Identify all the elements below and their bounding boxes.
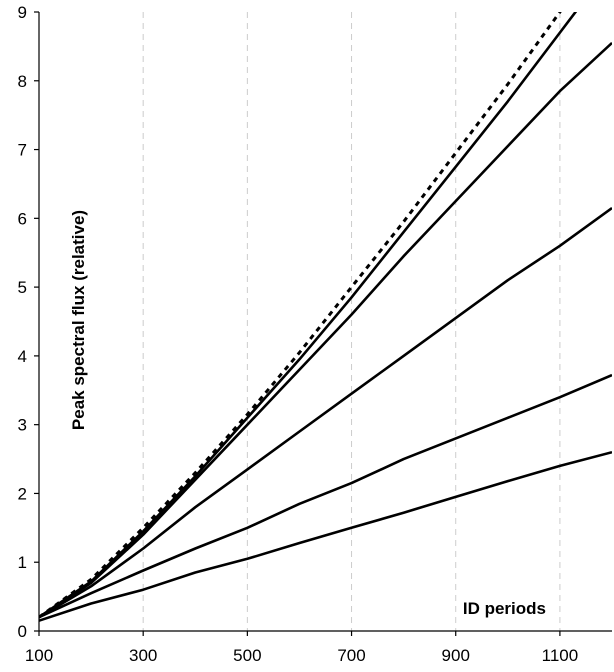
series-group [39, 12, 612, 622]
series-line-1 [39, 12, 562, 619]
tick-labels: 0 1 2 3 4 5 6 7 8 9 100 300 500 700 900 1100 [18, 3, 579, 665]
y-tick-label: 8 [18, 72, 27, 91]
x-tick-label: 700 [337, 646, 365, 665]
y-tick-label: 6 [18, 209, 27, 228]
y-tick-label: 2 [18, 484, 27, 503]
series-line-3 [39, 41, 612, 619]
series-line-4 [39, 206, 612, 619]
y-tick-label: 3 [18, 416, 27, 435]
y-tick-label: 4 [18, 347, 27, 366]
x-tick-label: 900 [442, 646, 470, 665]
y-axis-label: Peak spectral flux (relative) [69, 210, 88, 430]
y-tick-label: 5 [18, 278, 27, 297]
y-tick-label: 9 [18, 3, 27, 22]
x-tick-label: 300 [129, 646, 157, 665]
y-tick-label: 7 [18, 141, 27, 160]
series-line-5 [39, 373, 612, 619]
axes [34, 11, 612, 636]
y-tick-label: 0 [18, 622, 27, 641]
series-line-2 [39, 12, 578, 619]
y-tick-label: 1 [18, 553, 27, 572]
x-tick-label: 1100 [542, 646, 579, 665]
x-axis-label: ID periods [463, 599, 546, 618]
x-tick-label: 100 [25, 646, 53, 665]
x-tick-label: 500 [233, 646, 261, 665]
grid-lines [142, 12, 561, 631]
series-line-6 [39, 450, 612, 622]
